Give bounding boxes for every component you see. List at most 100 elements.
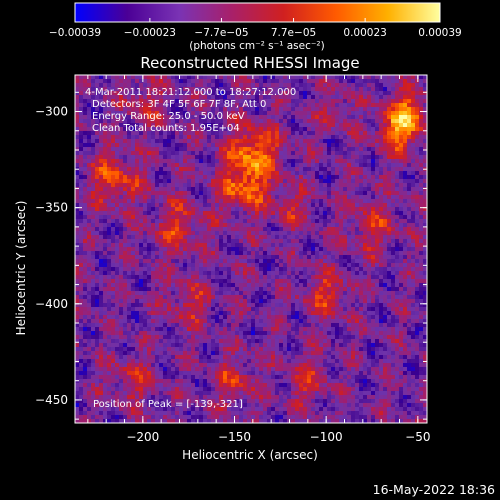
heatmap-cell [391,291,396,296]
heatmap-cell [323,171,328,176]
heatmap-cell [231,171,236,176]
heatmap-cell [407,91,412,96]
heatmap-cell [411,167,416,172]
heatmap-cell [115,139,120,144]
heatmap-cell [303,123,308,128]
heatmap-cell [223,219,228,224]
colorbar-tick-label: −7.7e−05 [194,27,248,39]
heatmap-cell [135,119,140,124]
heatmap-cell [419,215,424,220]
heatmap-cell [139,75,144,80]
heatmap-cell [215,135,220,140]
chart-title: Reconstructed RHESSI Image [140,54,359,72]
heatmap-cell [107,135,112,140]
heatmap-cell [215,187,220,192]
heatmap-cell [411,275,416,280]
heatmap-cell [155,211,160,216]
heatmap-cell [179,175,184,180]
heatmap-cell [79,219,84,224]
heatmap-cell [243,155,248,160]
heatmap-cell [171,139,176,144]
heatmap-cell [363,191,368,196]
heatmap-cell [167,207,172,212]
heatmap-cell [227,115,232,120]
heatmap-cell [411,99,416,104]
heatmap-cell [371,79,376,84]
heatmap-cell [375,187,380,192]
heatmap-cell [243,231,248,236]
heatmap-cell [423,283,428,288]
heatmap-cell [399,255,404,260]
heatmap-cell [187,191,192,196]
heatmap-cell [355,295,360,300]
heatmap-cell [175,171,180,176]
heatmap-cell [291,199,296,204]
heatmap-cell [191,275,196,280]
heatmap-cell [343,279,348,284]
heatmap-cell [323,195,328,200]
heatmap-cell [119,235,124,240]
heatmap-cell [243,99,248,104]
heatmap-cell [395,227,400,232]
heatmap-cell [323,203,328,208]
heatmap-cell [395,199,400,204]
heatmap-cell [75,299,80,304]
heatmap-cell [115,191,120,196]
heatmap-cell [107,255,112,260]
heatmap-cell [319,267,324,272]
heatmap-cell [271,91,276,96]
heatmap-cell [183,267,188,272]
heatmap-cell [375,275,380,280]
heatmap-cell [239,199,244,204]
heatmap-cell [151,211,156,216]
heatmap-cell [283,139,288,144]
heatmap-cell [103,243,108,248]
heatmap-cell [143,187,148,192]
heatmap-cell [251,239,256,244]
heatmap-cell [287,259,292,264]
heatmap-cell [335,235,340,240]
heatmap-cell [247,151,252,156]
heatmap-cell [223,203,228,208]
heatmap-cell [367,195,372,200]
heatmap-cell [303,223,308,228]
heatmap-cell [275,243,280,248]
heatmap-cell [291,111,296,116]
heatmap-cell [419,199,424,204]
heatmap-cell [119,211,124,216]
heatmap-cell [407,135,412,140]
heatmap-cell [271,291,276,296]
heatmap-cell [411,263,416,268]
heatmap-cell [415,163,420,168]
heatmap-cell [383,243,388,248]
heatmap-cell [187,95,192,100]
heatmap-cell [319,203,324,208]
heatmap-cell [175,87,180,92]
heatmap-cell [259,291,264,296]
heatmap-cell [171,155,176,160]
heatmap-cell [403,147,408,152]
heatmap-cell [131,75,136,80]
heatmap-cell [175,235,180,240]
heatmap-cell [147,103,152,108]
heatmap-cell [115,195,120,200]
heatmap-cell [335,287,340,292]
heatmap-cell [183,171,188,176]
heatmap-cell [259,143,264,148]
heatmap-cell [275,175,280,180]
heatmap-cell [263,127,268,132]
heatmap-cell [127,79,132,84]
heatmap-cell [247,231,252,236]
heatmap-cell [375,159,380,164]
heatmap-cell [367,283,372,288]
heatmap-cell [367,167,372,172]
heatmap-cell [243,263,248,268]
heatmap-cell [199,187,204,192]
heatmap-cell [155,191,160,196]
heatmap-cell [323,207,328,212]
heatmap-cell [387,259,392,264]
heatmap-cell [151,231,156,236]
heatmap-cell [107,211,112,216]
heatmap-cell [299,215,304,220]
heatmap-cell [187,255,192,260]
